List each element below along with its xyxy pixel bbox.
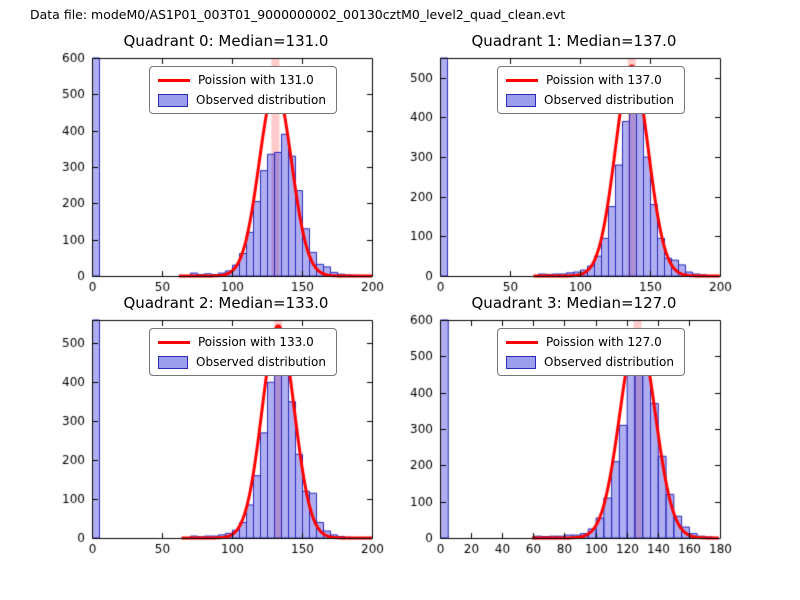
legend-poisson-label: Poission with 133.0	[198, 335, 314, 349]
red-line-sample-icon	[506, 78, 538, 82]
quadrant-0-subplot: Quadrant 0: Median=131.0 Poission with 1…	[34, 30, 384, 310]
blue-patch-sample-icon	[158, 355, 188, 369]
quadrant-1-subplot: Quadrant 1: Median=137.0 Poission with 1…	[382, 30, 732, 310]
legend-observed-label: Observed distribution	[196, 93, 326, 107]
legend-poisson-label: Poission with 131.0	[198, 73, 314, 87]
legend-row-poisson: Poission with 131.0	[158, 73, 326, 87]
legend-row-poisson: Poission with 127.0	[506, 335, 674, 349]
legend-observed-label: Observed distribution	[544, 355, 674, 369]
red-line-sample-icon	[158, 340, 190, 344]
quadrant-3-legend: Poission with 127.0 Observed distributio…	[497, 328, 685, 376]
legend-row-observed: Observed distribution	[158, 355, 326, 369]
figure-title: Data file: modeM0/AS1P01_003T01_90000000…	[30, 7, 566, 22]
blue-patch-sample-icon	[158, 93, 188, 107]
quadrant-0-title: Quadrant 0: Median=131.0	[123, 32, 329, 50]
quadrant-2-title: Quadrant 2: Median=133.0	[123, 294, 329, 312]
legend-row-observed: Observed distribution	[506, 93, 674, 107]
legend-poisson-label: Poission with 127.0	[546, 335, 662, 349]
blue-patch-sample-icon	[506, 355, 536, 369]
legend-observed-label: Observed distribution	[196, 355, 326, 369]
legend-row-observed: Observed distribution	[158, 93, 326, 107]
red-line-sample-icon	[158, 78, 190, 82]
legend-observed-label: Observed distribution	[544, 93, 674, 107]
legend-poisson-label: Poission with 137.0	[546, 73, 662, 87]
quadrant-0-legend: Poission with 131.0 Observed distributio…	[149, 66, 337, 114]
legend-row-poisson: Poission with 133.0	[158, 335, 326, 349]
quadrant-3-subplot: Quadrant 3: Median=127.0 Poission with 1…	[382, 292, 732, 572]
quadrant-1-title: Quadrant 1: Median=137.0	[471, 32, 677, 50]
quadrant-2-legend: Poission with 133.0 Observed distributio…	[149, 328, 337, 376]
quadrant-1-legend: Poission with 137.0 Observed distributio…	[497, 66, 685, 114]
blue-patch-sample-icon	[506, 93, 536, 107]
quadrant-2-subplot: Quadrant 2: Median=133.0 Poission with 1…	[34, 292, 384, 572]
legend-row-poisson: Poission with 137.0	[506, 73, 674, 87]
red-line-sample-icon	[506, 340, 538, 344]
quadrant-3-title: Quadrant 3: Median=127.0	[471, 294, 677, 312]
legend-row-observed: Observed distribution	[506, 355, 674, 369]
